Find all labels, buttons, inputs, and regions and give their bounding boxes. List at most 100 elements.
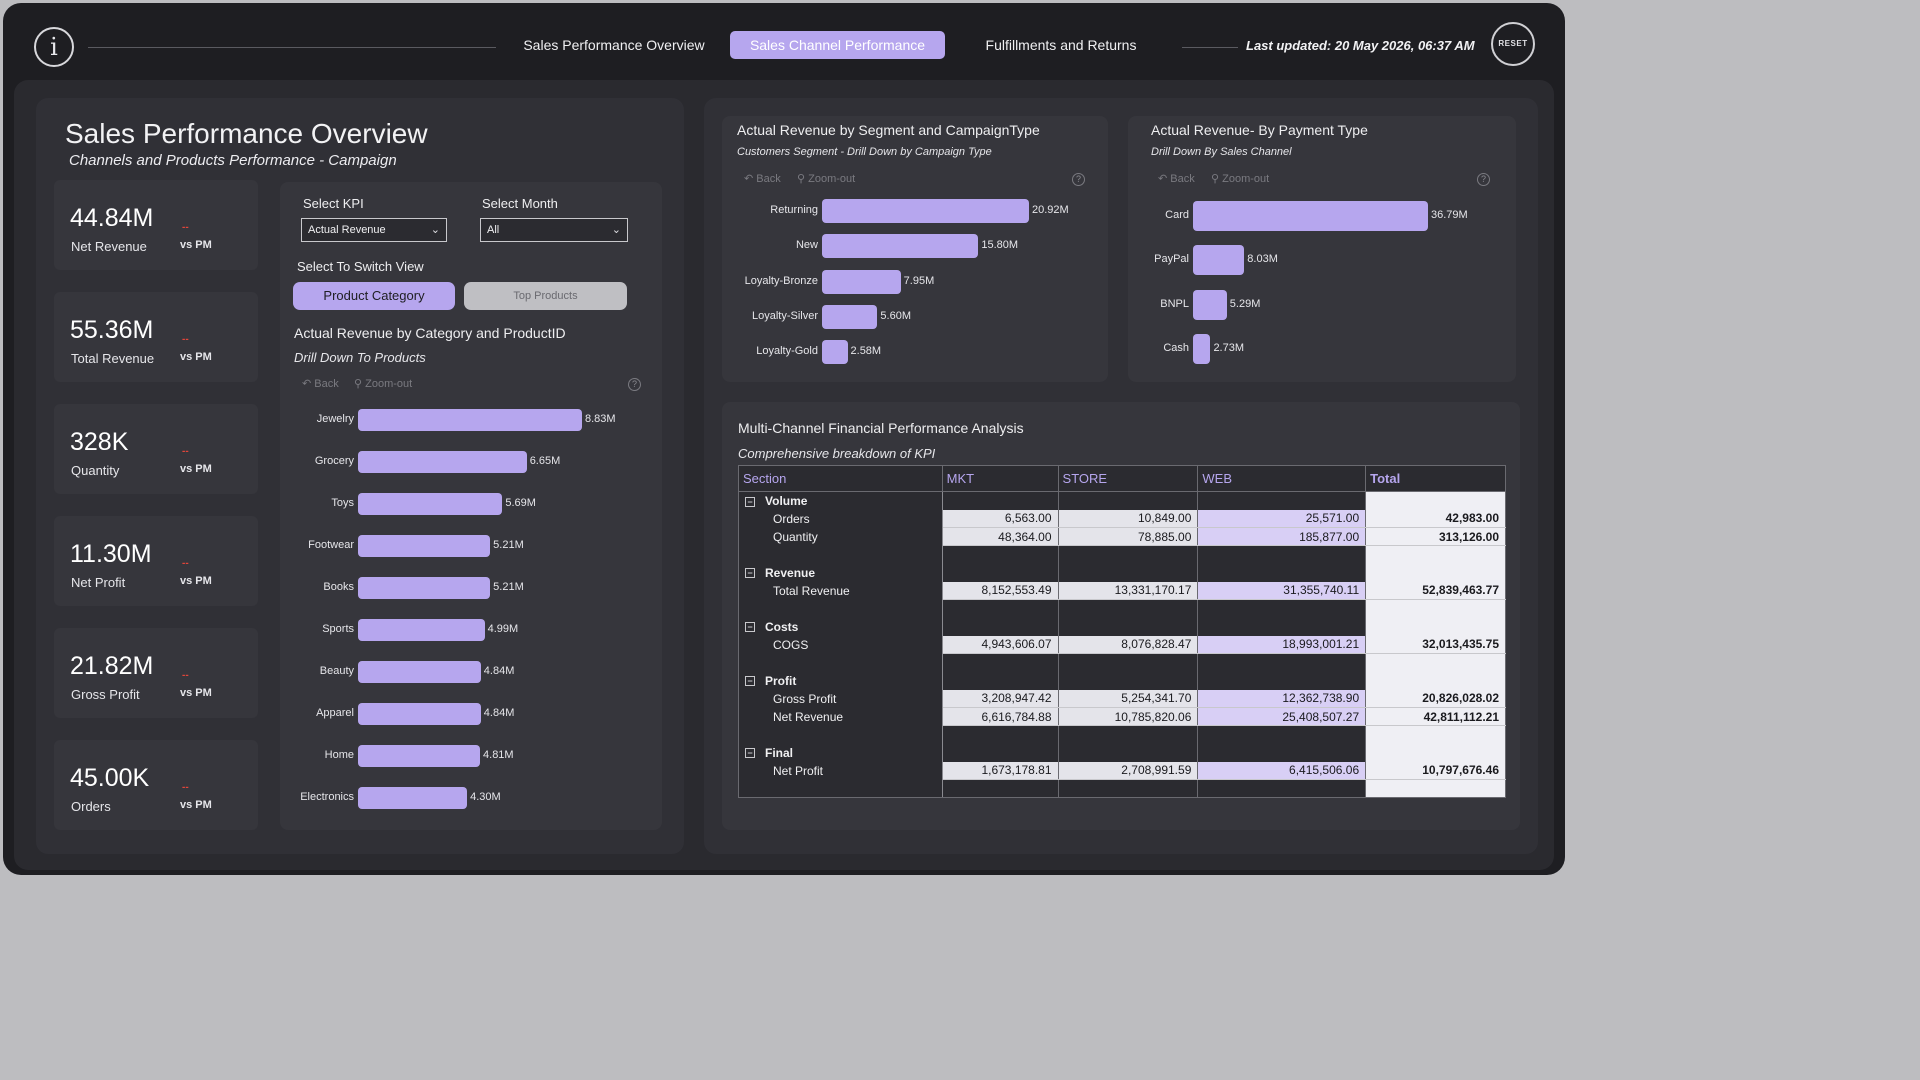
info-icon[interactable]: i [34, 27, 74, 67]
bar[interactable] [822, 340, 848, 365]
bar[interactable] [358, 493, 503, 515]
bar[interactable] [1193, 201, 1428, 231]
matrix-cell [738, 779, 943, 798]
matrix-cell [1197, 599, 1367, 618]
bar[interactable] [822, 304, 878, 329]
bar[interactable] [1193, 289, 1227, 320]
bar-value-label: 4.99M [487, 623, 519, 635]
collapse-icon[interactable]: − [745, 568, 755, 579]
matrix-row-label: COGS [738, 635, 943, 654]
matrix-cell: 12,362,738.90 [1197, 689, 1367, 708]
matrix-header-store[interactable]: STORE [1057, 465, 1199, 492]
matrix-cell-total [1365, 653, 1506, 672]
bar[interactable] [1193, 245, 1245, 276]
matrix-header-row: Section MKT STORE WEB Total [738, 465, 1506, 492]
bar[interactable] [358, 661, 481, 683]
matrix-header-web[interactable]: WEB [1197, 465, 1367, 492]
matrix-cell: 18,993,001.21 [1197, 635, 1367, 654]
bar-category-label: Cash [1163, 341, 1189, 354]
collapse-icon[interactable]: − [745, 622, 755, 633]
matrix-cell-total: 52,839,463.77 [1365, 581, 1506, 600]
bar-value-label: 4.81M [483, 749, 514, 761]
page-subtitle: Channels and Products Performance - Camp… [69, 152, 397, 169]
bar[interactable] [822, 269, 901, 294]
matrix-cell: 1,673,178.81 [941, 761, 1059, 780]
matrix-header-section[interactable]: Section [738, 465, 943, 492]
kpi-card: 55.36M Total Revenue -- vs PM [54, 292, 258, 382]
matrix-cell-total: 10,797,676.46 [1365, 761, 1506, 780]
tab-fulfillments-and-returns[interactable]: Fulfillments and Returns [985, 37, 1137, 53]
bar[interactable] [822, 199, 1029, 223]
matrix-cell [1057, 743, 1199, 762]
matrix-cell: 10,785,820.06 [1057, 707, 1199, 726]
category-chart-back-button[interactable]: ↶ Back [302, 378, 339, 390]
matrix-group-label[interactable]: − Revenue [738, 563, 943, 582]
matrix-spacer-row [738, 725, 1506, 744]
zoom-label: Zoom-out [808, 173, 856, 185]
nav-divider [88, 47, 496, 48]
tab-sales-performance-overview[interactable]: Sales Performance Overview [523, 37, 705, 53]
help-icon[interactable]: ? [1477, 173, 1490, 186]
help-icon[interactable]: ? [1072, 173, 1085, 186]
matrix-group-label[interactable]: − Profit [738, 671, 943, 690]
matrix-group-row: − Costs [738, 617, 1506, 636]
bar-category-label: Loyalty-Bronze [744, 274, 818, 287]
kpi-delta: -- [182, 446, 189, 457]
matrix-row-label: Quantity [738, 527, 943, 546]
matrix-group-name: Profit [765, 673, 797, 688]
matrix-group-label[interactable]: − Costs [738, 617, 943, 636]
tab-sales-channel-performance[interactable]: Sales Channel Performance [730, 31, 945, 59]
category-chart-zoom-button[interactable]: ⚲ Zoom-out [354, 378, 413, 390]
toggle-product-category[interactable]: Product Category [293, 282, 455, 310]
matrix-group-label[interactable]: − Final [738, 743, 943, 762]
select-kpi-dropdown[interactable]: Actual Revenue ⌄ [301, 218, 447, 242]
segment-chart-zoom-button[interactable]: ⚲ Zoom-out [797, 173, 856, 185]
bar[interactable] [358, 577, 491, 599]
kpi-label: Total Revenue [71, 351, 155, 366]
matrix-cell [1057, 491, 1199, 510]
matrix-header-total[interactable]: Total [1365, 465, 1506, 492]
bar[interactable] [358, 787, 468, 809]
kpi-value: 11.30M [70, 540, 152, 568]
matrix-cell: 3,208,947.42 [941, 689, 1059, 708]
matrix-cell-total: 313,126.00 [1365, 527, 1506, 546]
matrix-cell [1197, 743, 1367, 762]
bar[interactable] [358, 619, 485, 641]
bar[interactable] [358, 535, 491, 557]
matrix-cell [738, 545, 943, 564]
matrix-group-name: Final [765, 745, 794, 760]
matrix-spacer-row [738, 779, 1506, 798]
segment-chart-back-button[interactable]: ↶ Back [744, 173, 781, 185]
bar-value-label: 6.65M [529, 455, 561, 467]
bar[interactable] [358, 451, 527, 473]
bar[interactable] [358, 703, 481, 725]
bar[interactable] [358, 409, 582, 431]
collapse-icon[interactable]: − [745, 496, 755, 507]
kpi-label: Net Revenue [71, 239, 147, 254]
matrix-cell [1057, 671, 1199, 690]
matrix-group-name: Costs [765, 619, 799, 634]
kpi-delta: -- [182, 670, 189, 681]
toggle-top-products[interactable]: Top Products [464, 282, 627, 310]
help-icon[interactable]: ? [628, 378, 641, 391]
bar-value-label: 7.95M [903, 274, 935, 287]
matrix-header-mkt[interactable]: MKT [941, 465, 1059, 492]
matrix-cell-total [1365, 671, 1506, 690]
kpi-label: Orders [71, 799, 111, 814]
reset-icon[interactable]: RESET [1491, 22, 1535, 66]
bar[interactable] [1193, 333, 1211, 364]
payment-chart-zoom-button[interactable]: ⚲ Zoom-out [1211, 173, 1270, 185]
bar-value-label: 2.73M [1213, 341, 1245, 354]
matrix-group-label[interactable]: − Volume [738, 491, 943, 510]
collapse-icon[interactable]: − [745, 676, 755, 687]
collapse-icon[interactable]: − [745, 748, 755, 759]
matrix-group-row: − Volume [738, 491, 1506, 510]
kpi-vs-pm: vs PM [180, 463, 212, 475]
select-month-dropdown[interactable]: All ⌄ [480, 218, 628, 242]
matrix-group-row: − Profit [738, 671, 1506, 690]
matrix-cell-total: 42,811,112.21 [1365, 707, 1506, 726]
matrix-cell-total [1365, 617, 1506, 636]
payment-chart-back-button[interactable]: ↶ Back [1158, 173, 1195, 185]
bar[interactable] [822, 234, 979, 259]
bar[interactable] [358, 745, 481, 767]
